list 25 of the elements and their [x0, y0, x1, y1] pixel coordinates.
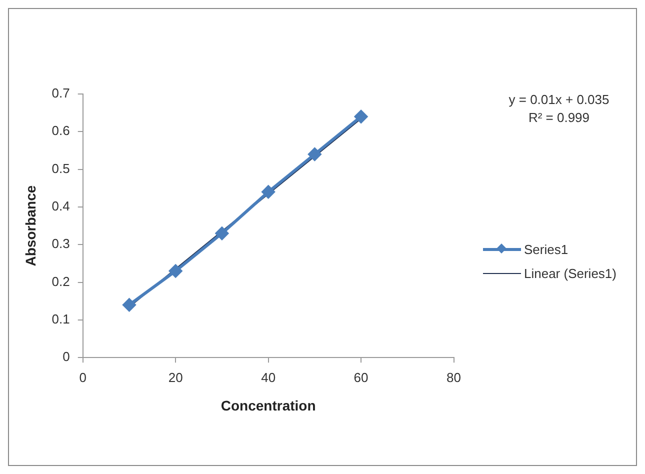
legend-label: Linear (Series1): [524, 266, 616, 280]
y-tick-label: 0.6: [52, 123, 70, 138]
point: [169, 264, 182, 278]
x-tick-label: 0: [79, 370, 86, 385]
x-tick-label: 80: [446, 370, 462, 385]
x-axis-title: Concentration: [220, 397, 316, 414]
point: [262, 185, 275, 198]
x-tick-label: 40: [261, 370, 276, 385]
y-tick-label: 0.7: [52, 86, 70, 101]
point: [215, 226, 228, 240]
text: R² = 0.999: [527, 109, 591, 127]
point: [354, 110, 368, 124]
legend-label: Series1: [524, 242, 568, 256]
y-tick-label: 0: [62, 349, 70, 364]
x-tick-label: 60: [354, 370, 368, 385]
point: [308, 148, 322, 161]
y-axis-title: Absorbance: [22, 185, 38, 266]
y-tick-label: 0.4: [52, 198, 70, 214]
y-tick-label: 0.1: [52, 312, 70, 327]
point: [122, 298, 136, 312]
x-tick-label: 20: [168, 370, 183, 385]
y-tick-label: 0.3: [52, 236, 70, 252]
text: y = 0.01x + 0.035: [508, 91, 610, 109]
y-tick-label: 0.2: [52, 274, 70, 289]
y-tick-label: 0.5: [52, 160, 70, 176]
